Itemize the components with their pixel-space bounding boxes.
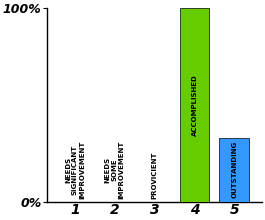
Text: OUTSTANDING: OUTSTANDING <box>231 141 237 198</box>
Text: NEEDS
SIGNIFICANT
IMPROVEMENT: NEEDS SIGNIFICANT IMPROVEMENT <box>65 141 85 199</box>
Text: NEEDS
SOME
IMPROVEMENT: NEEDS SOME IMPROVEMENT <box>105 141 125 199</box>
Bar <box>180 8 209 202</box>
Bar <box>219 138 249 202</box>
Text: PROVICIENT: PROVICIENT <box>152 151 158 199</box>
Text: ACCOMPLISHED: ACCOMPLISHED <box>192 74 197 136</box>
